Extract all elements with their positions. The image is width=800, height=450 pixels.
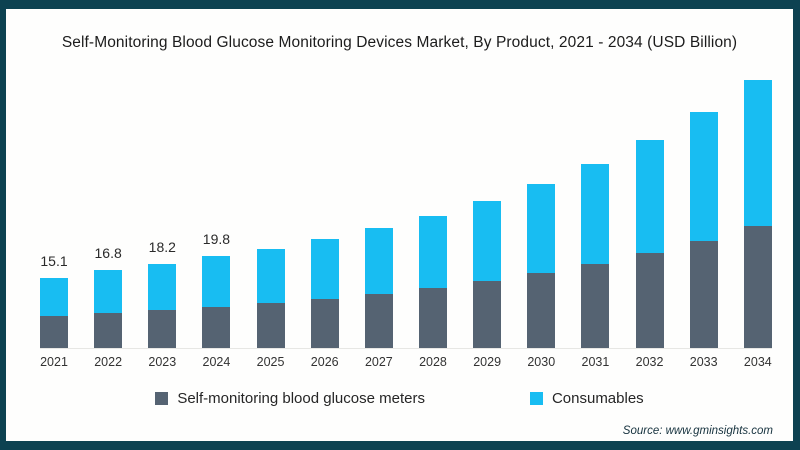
x-axis-tick-label: 2023 xyxy=(148,355,177,369)
consumables-segment xyxy=(743,80,772,226)
meters-segment xyxy=(364,293,393,348)
meters-segment xyxy=(40,316,68,348)
source-attribution: Source: www.gminsights.com xyxy=(622,425,773,437)
x-axis-tick-label: 2026 xyxy=(310,355,339,369)
bar-column-2029: 2029 xyxy=(473,201,502,369)
bar-column-2024: 19.8 2024 xyxy=(202,231,231,369)
x-axis-tick-label: 2028 xyxy=(419,355,447,369)
x-axis-tick-label: 2032 xyxy=(635,355,664,369)
x-axis-tick-label: 2025 xyxy=(256,355,285,369)
x-axis-tick-label: 2024 xyxy=(202,355,231,369)
total-value-label: 15.1 xyxy=(40,252,68,269)
consumables-segment xyxy=(418,215,447,289)
consumables-segment xyxy=(473,201,502,282)
consumables-segment xyxy=(310,238,339,299)
total-value-label: 19.8 xyxy=(202,231,231,248)
bar-column-2034: 2034 xyxy=(743,80,772,369)
meters-segment xyxy=(581,264,610,348)
meters-segment xyxy=(256,303,285,348)
x-axis-tick-label: 2030 xyxy=(527,355,556,369)
legend-item-consumables: Consumables xyxy=(529,390,644,407)
consumables-swatch-icon xyxy=(529,392,543,405)
total-value-label: 16.8 xyxy=(94,245,122,262)
chart-title: Self-Monitoring Blood Glucose Monitoring… xyxy=(61,34,738,51)
bar-column-2030: 2030 xyxy=(527,184,556,369)
x-axis-tick-label: 2033 xyxy=(689,355,718,369)
x-axis-tick-label: 2031 xyxy=(581,355,610,369)
bar-column-2021: 15.1 2021 xyxy=(40,252,68,369)
legend-label-meters: Self-monitoring blood glucose meters xyxy=(177,390,425,407)
meters-segment xyxy=(689,240,718,348)
consumables-segment xyxy=(202,256,231,308)
consumables-segment xyxy=(40,277,68,317)
meters-segment xyxy=(148,310,177,348)
consumables-segment xyxy=(94,270,123,314)
bar-column-2027: 2027 xyxy=(364,227,393,369)
bar-column-2032: 2032 xyxy=(635,140,664,369)
consumables-segment xyxy=(256,248,285,303)
consumables-segment xyxy=(689,112,718,241)
x-axis-tick-label: 2034 xyxy=(743,355,772,369)
bar-column-2023: 18.2 2023 xyxy=(148,238,177,369)
legend-label-consumables: Consumables xyxy=(551,390,644,407)
consumables-segment xyxy=(527,184,556,273)
total-value-label: 18.2 xyxy=(148,238,176,255)
bar-column-2025: 2025 xyxy=(256,248,285,369)
meters-segment xyxy=(94,313,123,348)
bar-column-2033: 2033 xyxy=(689,112,718,369)
bar-column-2031: 2031 xyxy=(581,164,610,369)
consumables-segment xyxy=(581,164,610,264)
x-axis-tick-label: 2022 xyxy=(94,355,123,369)
meters-swatch-icon xyxy=(155,392,169,405)
x-axis-tick-label: 2029 xyxy=(473,355,502,369)
meters-segment xyxy=(743,225,772,348)
meters-segment xyxy=(527,272,556,348)
meters-segment xyxy=(473,281,502,348)
legend-item-meters: Self-monitoring blood glucose meters xyxy=(155,390,425,407)
x-axis-tick-label: 2027 xyxy=(364,355,393,369)
meters-segment xyxy=(202,307,231,348)
legend: Self-monitoring blood glucose meters Con… xyxy=(6,390,793,407)
bar-column-2026: 2026 xyxy=(310,238,339,369)
meters-segment xyxy=(635,252,664,348)
consumables-segment xyxy=(635,140,664,253)
meters-segment xyxy=(418,288,447,348)
consumables-segment xyxy=(364,227,393,294)
meters-segment xyxy=(310,298,339,348)
bar-chart-plot-area: 15.1 2021 16.8 2022 18.2 2023 19.8 2024 2025 2026… xyxy=(40,70,772,369)
x-axis-tick-label: 2021 xyxy=(40,355,68,369)
bar-column-2022: 16.8 2022 xyxy=(94,245,123,369)
bar-column-2028: 2028 xyxy=(418,215,447,369)
consumables-segment xyxy=(148,263,177,310)
